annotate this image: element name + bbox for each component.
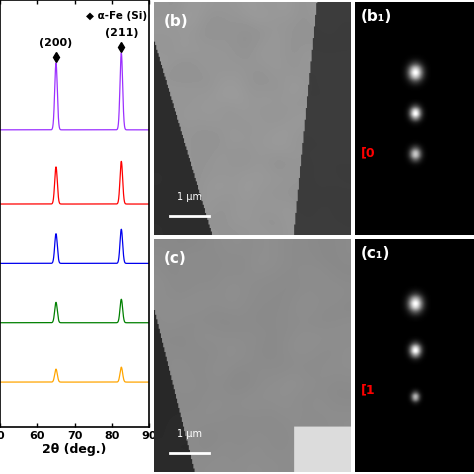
Text: (c₁): (c₁): [361, 246, 390, 261]
Text: 1 μm: 1 μm: [177, 429, 202, 439]
Text: (211): (211): [105, 28, 138, 38]
X-axis label: 2θ (deg.): 2θ (deg.): [43, 443, 107, 456]
Text: (200): (200): [39, 38, 73, 48]
Text: (b): (b): [164, 14, 189, 29]
Text: (c): (c): [164, 251, 187, 266]
Text: [0: [0: [361, 146, 375, 159]
Text: 1 μm: 1 μm: [177, 192, 202, 202]
Text: ◆ α-Fe (Si): ◆ α-Fe (Si): [86, 11, 147, 21]
Text: (b₁): (b₁): [361, 9, 392, 24]
Text: [1: [1: [361, 383, 375, 396]
